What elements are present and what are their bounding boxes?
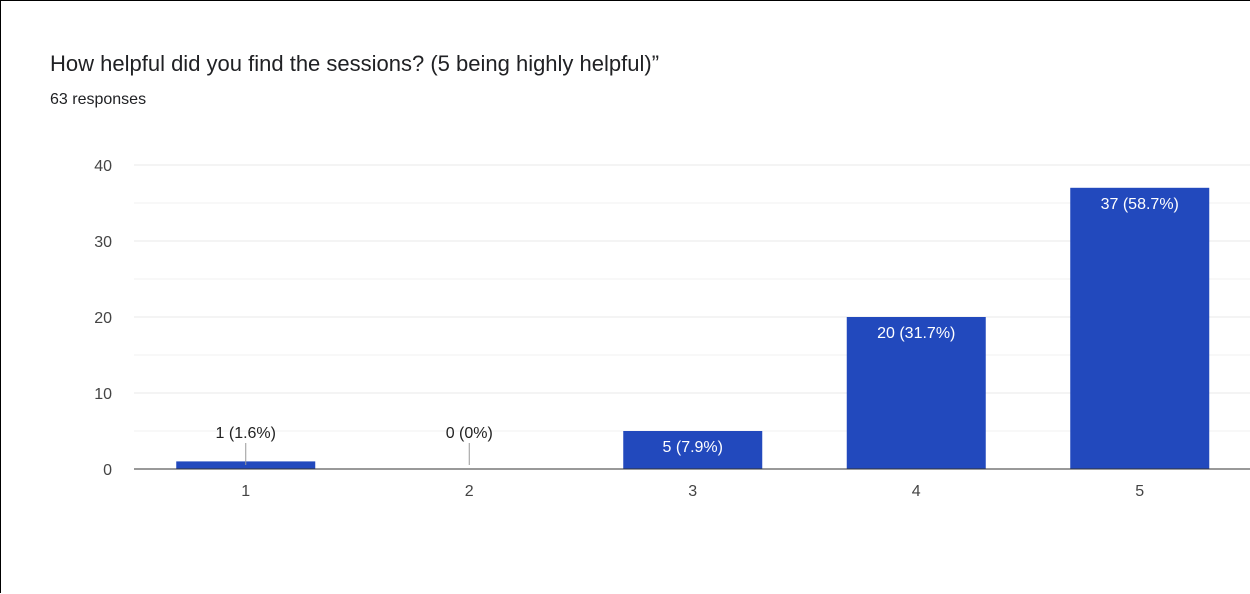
x-tick-label: 4 <box>912 483 921 500</box>
data-label: 5 (7.9%) <box>663 439 723 456</box>
x-tick-label: 2 <box>465 483 474 500</box>
bar <box>176 461 316 469</box>
y-tick-label: 0 <box>103 462 112 479</box>
y-tick-label: 20 <box>94 310 112 327</box>
bar <box>1070 187 1210 470</box>
x-tick-label: 1 <box>241 483 250 500</box>
y-tick-label: 30 <box>94 234 112 251</box>
data-label: 37 (58.7%) <box>1101 196 1179 213</box>
x-tick-label: 5 <box>1135 483 1144 500</box>
data-label: 0 (0%) <box>446 425 493 442</box>
data-label: 20 (31.7%) <box>877 325 955 342</box>
x-tick-label: 3 <box>688 483 697 500</box>
response-count: 63 responses <box>50 91 147 108</box>
y-tick-label: 10 <box>94 386 112 403</box>
bar <box>623 431 763 469</box>
y-tick-label: 40 <box>94 158 112 175</box>
question-title: How helpful did you find the sessions? (… <box>50 51 660 76</box>
data-label: 1 (1.6%) <box>216 425 276 442</box>
bar <box>846 317 986 469</box>
